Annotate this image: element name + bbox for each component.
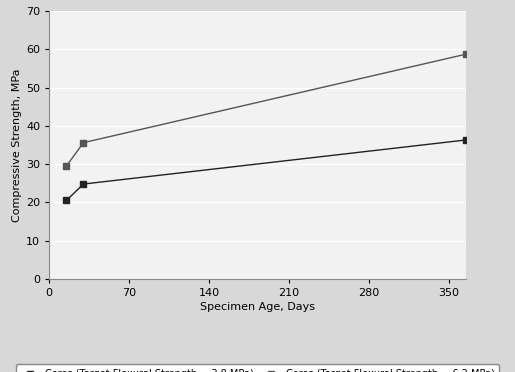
Y-axis label: Compressive Strength, MPa: Compressive Strength, MPa [12,68,22,222]
Line: Cores (Target Flexural Strength = 3.8 MPa): Cores (Target Flexural Strength = 3.8 MP… [63,137,469,203]
X-axis label: Specimen Age, Days: Specimen Age, Days [200,302,315,312]
Cores (Target Flexural Strength = 6.2 MPa) [63,164,70,168]
Cores (Target Flexural Strength = 3.8 MPa) [63,198,70,203]
Cores (Target Flexural Strength = 3.8 MPa) [80,182,87,186]
Cores (Target Flexural Strength = 6.2 MPa) [462,52,469,57]
Legend: Cores (Target Flexural Strength = 3.8 MPa), Cores (Target Flexural Strength = 6.: Cores (Target Flexural Strength = 3.8 MP… [15,364,500,372]
Cores (Target Flexural Strength = 6.2 MPa) [80,141,87,145]
Cores (Target Flexural Strength = 3.8 MPa) [462,138,469,142]
Line: Cores (Target Flexural Strength = 6.2 MPa): Cores (Target Flexural Strength = 6.2 MP… [63,51,469,169]
